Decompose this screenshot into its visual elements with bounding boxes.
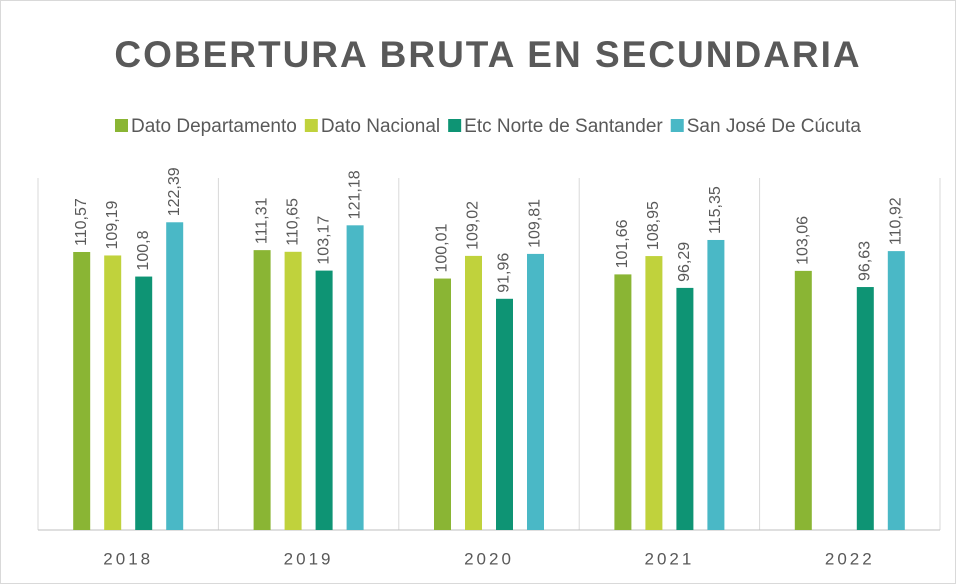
x-tick-label: 2020 (464, 549, 514, 568)
bar (434, 278, 451, 530)
bar (496, 298, 513, 530)
legend-label: Etc Norte de Santander (464, 116, 663, 137)
bar (284, 251, 302, 530)
bar (346, 225, 364, 531)
data-label: 91,96 (496, 253, 513, 293)
data-label: 121,18 (346, 170, 363, 219)
data-label: 115,35 (707, 186, 724, 234)
x-tick-label: 2022 (825, 549, 875, 568)
legend-swatch (670, 119, 684, 132)
data-label: 110,57 (73, 198, 90, 246)
data-label: 111,31 (253, 197, 270, 244)
chart-title: COBERTURA BRUTA EN SECUNDARIA (114, 34, 861, 75)
bar (527, 253, 544, 530)
bar (794, 270, 812, 530)
legend-label: Dato Nacional (321, 116, 440, 137)
data-label: 101,66 (614, 219, 631, 268)
data-label: 110,65 (284, 198, 301, 246)
bar (253, 250, 271, 530)
data-label: 100,01 (434, 224, 451, 273)
data-label: 122,39 (166, 167, 183, 216)
legend-swatch (448, 119, 462, 132)
data-label: 110,92 (888, 197, 905, 245)
bar (104, 255, 122, 530)
data-label: 109,02 (465, 201, 482, 250)
x-tick-label: 2018 (103, 549, 153, 568)
data-label: 109,19 (104, 200, 121, 249)
bar (856, 287, 874, 530)
data-label: 109,81 (527, 199, 544, 248)
data-label: 108,95 (645, 201, 662, 250)
data-label: 96,29 (676, 242, 693, 282)
legend-label: San José De Cúcuta (687, 116, 862, 137)
data-label: 100,8 (135, 230, 152, 270)
bar (645, 256, 663, 530)
bar (166, 222, 184, 531)
bar (73, 251, 91, 530)
bar (135, 276, 153, 530)
bar (887, 251, 905, 531)
bar (465, 255, 482, 530)
bar (676, 287, 694, 530)
bar (707, 239, 725, 530)
legend-label: Dato Departamento (131, 116, 297, 137)
x-tick-label: 2021 (644, 549, 694, 568)
legend-swatch (304, 119, 318, 132)
bar (315, 270, 333, 530)
bar (614, 274, 632, 530)
x-tick-label: 2019 (284, 549, 334, 568)
data-label: 96,63 (857, 241, 874, 281)
legend-swatch (114, 119, 128, 132)
data-label: 103,17 (315, 216, 332, 265)
data-label: 103,06 (795, 216, 812, 265)
